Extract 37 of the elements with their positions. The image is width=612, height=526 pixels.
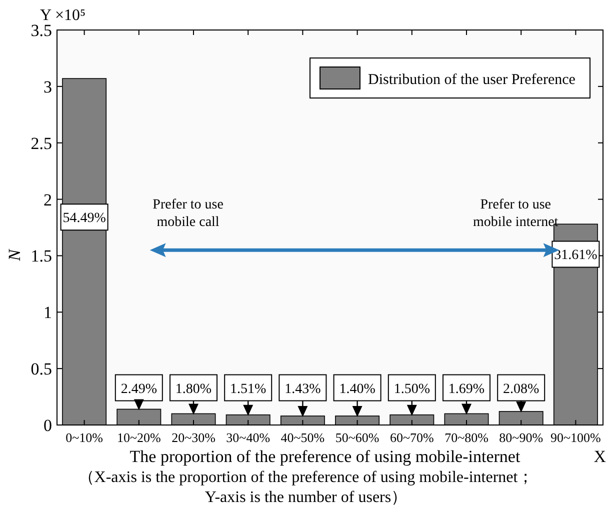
text: 2.08% (503, 382, 540, 397)
text: 2.49% (120, 382, 157, 397)
x-tick-label: 20~30% (172, 430, 216, 445)
text: （X-axis is the proportion of the preference of using mobile-internet； Y-axis is the number of users） (78, 469, 534, 506)
legend: Distribution of the user Preference (310, 58, 590, 98)
x-tick-label: 80~90% (499, 430, 544, 445)
y-tick-label: 0 (44, 416, 52, 435)
text: 31.61% (554, 248, 598, 264)
x-tick-label: 90~100% (550, 430, 602, 445)
x-axis-title: The proportion of the preference of using mobile-internet (130, 447, 520, 466)
text: Y ×10⁵ (40, 7, 86, 24)
text: 1.69% (448, 382, 485, 397)
legend-label: Distribution of the user Preference (368, 72, 576, 88)
x-tick-label: 40~50% (280, 430, 325, 445)
x-tick-label: 0~10% (66, 430, 104, 445)
text: X (594, 447, 606, 466)
text: 1.40% (339, 382, 376, 397)
y-tick-label: 2.5 (30, 134, 52, 153)
text: 1.43% (284, 382, 321, 397)
text: 1.80% (175, 382, 212, 397)
x-tick-label: 30~40% (226, 430, 270, 445)
x-tick-label: 50~60% (335, 430, 380, 445)
y-tick-label: 1.5 (30, 246, 52, 266)
text: 1.51% (230, 382, 266, 397)
y-tick-label: 3 (44, 77, 52, 96)
y-tick-label: 2 (44, 190, 52, 210)
y-tick-label: 1 (44, 303, 52, 322)
x-tick-label: 60~70% (390, 430, 434, 445)
annotation: Prefer to use mobile internet (473, 197, 558, 230)
y-axis-title: N (5, 248, 24, 262)
y-tick-label: 0.5 (30, 360, 52, 379)
x-tick-label: 10~20% (116, 430, 161, 445)
text: 54.49% (62, 211, 106, 226)
x-tick-label: 70~80% (444, 430, 489, 445)
text: 1.50% (394, 382, 430, 397)
annotation: Prefer to use mobile call (152, 197, 224, 230)
y-tick-label: 3.5 (30, 21, 52, 40)
